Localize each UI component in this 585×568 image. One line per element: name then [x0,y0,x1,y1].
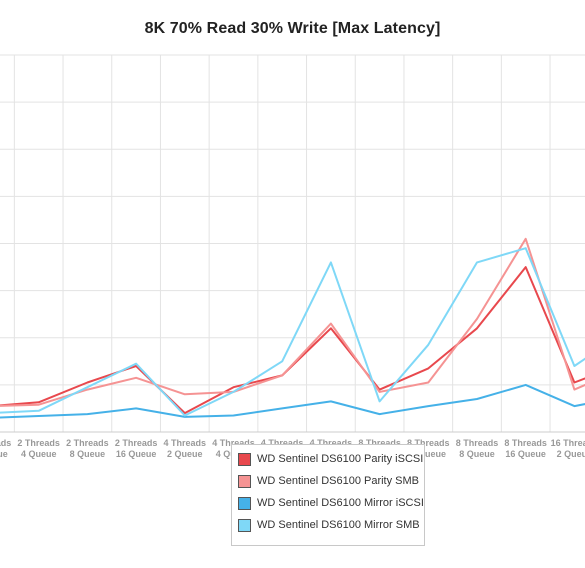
legend-label: WD Sentinel DS6100 Parity iSCSI [257,453,424,465]
legend-item: WD Sentinel DS6100 Mirror SMB [238,514,424,536]
legend-swatch [238,452,251,466]
grid-layer [0,54,585,433]
series-line-4 [0,247,585,417]
legend-item: WD Sentinel DS6100 Parity iSCSI [238,448,424,470]
x-tick-label: 2 Threads 4 Queue [17,438,60,459]
x-tick-label: 8 Threads 4 Queue [407,438,450,459]
series-layer [0,237,585,419]
legend-swatch [238,474,251,488]
x-tick-label: 8 Threads 8 Queue [456,438,499,459]
legend-swatch [238,518,251,532]
x-tick-label: 2 Threads 8 Queue [66,438,109,459]
chart-legend: WD Sentinel DS6100 Parity iSCSI WD Sentin… [231,444,425,546]
x-tick-label: 2 Threads 16 Queue [115,438,158,459]
x-tick-label: 4 Threads 2 Queue [164,438,207,459]
chart-title: 8K 70% Read 30% Write [Max Latency] [144,20,441,37]
x-tick-label: 8 Threads 16 Queue [504,438,547,459]
legend-swatch [238,496,251,510]
legend-item: WD Sentinel DS6100 Mirror iSCSI [238,492,424,514]
legend-label: WD Sentinel DS6100 Mirror SMB [257,519,420,531]
legend-item: WD Sentinel DS6100 Parity SMB [238,470,424,492]
legend-label: WD Sentinel DS6100 Parity SMB [257,475,420,487]
series-line-1 [0,266,585,415]
legend-label: WD Sentinel DS6100 Mirror iSCSI [257,497,424,509]
series-line-3 [0,383,585,419]
series-line-2 [0,237,585,407]
